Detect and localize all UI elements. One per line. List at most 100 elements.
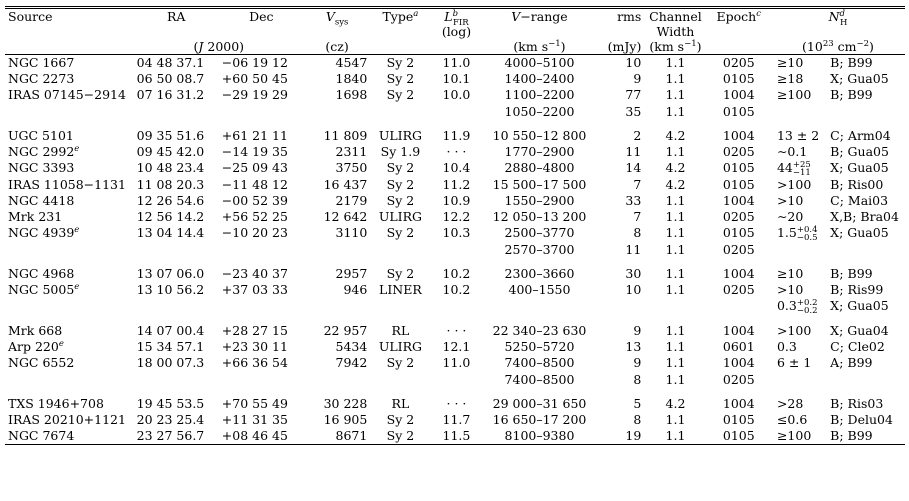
cell-v: 16 905 [323,411,368,427]
cell-ep: 1004 [722,192,755,208]
cell-dec: −23 40 37 [221,266,288,282]
cell-ep: 0205 [722,209,755,225]
cell-lfir: 12.2 [442,209,471,225]
channel-width-label: Width [656,24,695,39]
cell-rms: 10 [625,282,642,298]
cell-ref: A; B99 [830,355,873,371]
cell-src: Arp 220e [8,338,64,355]
data-table: Source RA Dec Vsys Typea LbFIR V−range r… [5,6,905,446]
cell-type: Sy 2 [386,411,415,427]
cell-ra: 07 16 31.2 [136,87,205,103]
cell-lfir [431,298,483,315]
cell-ref: C; Arm04 [830,127,891,143]
cell-lfir: 10.1 [442,71,471,87]
cell-nh: 44+25 −11 [776,159,811,178]
col-nh: NdH [770,6,905,27]
cell-rms: 2 [633,127,642,143]
cell-ep: 0205 [722,144,755,160]
cell-type [370,372,430,388]
cell-ref: B; Delu04 [830,411,893,427]
cell-src [5,104,134,120]
cell-lfir [431,242,483,258]
cell-ch: 4.2 [665,160,686,176]
cell-ref: X; Gua04 [830,322,889,338]
cell-nh: 6 ± 1 [776,355,812,371]
cell-src [5,242,134,258]
cell-lfir: 11.5 [442,428,471,444]
cell-type: RL [391,395,410,411]
col-source: Source [5,6,134,24]
cell-vr: 2500–3770 [504,225,575,241]
table-row: Mrk 668 14 07 00.4 +28 27 15 22 957 RL · · · 2… [5,323,905,339]
cell-nh: 1.5+0.4 −0.5 [776,224,818,243]
cell-ref [824,242,905,258]
cell-ra: 13 07 06.0 [136,266,205,282]
cell-dec: −00 52 39 [221,192,288,208]
cell-src: NGC 2992e [8,143,80,160]
table-row: NGC 1667 04 48 37.1 −06 19 12 4547 Sy 2 11.0 4… [5,55,905,71]
cell-vr: 1770–2900 [504,144,575,160]
cell-nh: ∼20 [776,209,804,225]
cell-type: Sy 2 [386,355,415,371]
cell-v: 22 957 [323,322,368,338]
cell-v: 30 228 [323,395,368,411]
cell-ch [644,298,706,315]
cell-type: RL [391,322,410,338]
cell-v: 11 809 [323,127,368,143]
cell-ep: 0105 [722,225,755,241]
cell-ra: 13 04 14.4 [136,225,205,241]
cell-ref: B; Gua05 [830,144,889,160]
col-ra: RA [133,6,219,24]
cell-ep: 0105 [722,71,755,87]
cell-dec: +37 03 33 [221,282,288,298]
cell-ra [134,104,219,120]
cell-dec: −29 19 29 [221,87,288,103]
cell-ep: 1004 [722,322,755,338]
cell-lfir: 11.0 [442,355,471,371]
cell-vr: 8100–9380 [504,428,575,444]
cell-lfir [431,372,483,388]
cell-nh: ∼0.1 [776,144,808,160]
cell-v [304,242,370,258]
cell-type: Sy 2 [386,192,415,208]
cell-dec: −10 20 23 [221,225,288,241]
cell-rms: 8 [633,411,642,427]
cell-src: TXS 1946+708 [8,395,104,411]
cell-src: IRAS 11058−1131 [8,176,126,192]
cell-v: 5434 [335,339,368,355]
cell-ref: X; Gua05 [830,298,889,314]
cell-ep: 0205 [722,241,755,257]
cell-v: 7942 [335,355,368,371]
cell-dec: +66 36 54 [221,355,288,371]
cell-ra [134,298,219,315]
cell-ra: 10 48 23.4 [136,160,205,176]
cell-nh: ≥18 [776,71,804,87]
cell-ch: 1.1 [665,192,686,208]
cell-lfir: 12.1 [442,339,471,355]
cell-rms: 11 [625,144,642,160]
cell-nh: ≥10 [776,55,804,70]
col-vsys: Vsys [303,6,371,27]
table-row: Arp 220e 15 34 57.1 +23 30 11 5434 ULIRG 12.1… [5,339,905,355]
cell-rms: 8 [633,371,642,387]
table-row: NGC 2273 06 50 08.7 +60 50 45 1840 Sy 2 10.1 1… [5,71,905,87]
cell-type: Sy 2 [386,225,415,241]
cell-ch: 1.1 [665,322,686,338]
cell-ra: 09 35 51.6 [136,127,205,143]
table-row: NGC 4968 13 07 06.0 −23 40 37 2957 Sy 2 10.2 2… [5,266,905,282]
cell-dec [219,372,304,388]
cell-nh: ≥100 [776,87,812,103]
table-row: NGC 5005e 13 10 56.2 +37 03 33 946 LINER 10.2… [5,282,905,298]
cell-nh: >100 [776,322,812,338]
cell-rms: 19 [625,428,642,444]
cell-dec [219,104,304,120]
cell-lfir: 11.9 [442,127,471,143]
cell-nh: >10 [776,282,804,298]
cell-dec: −06 19 12 [221,55,288,70]
cell-ch: 1.1 [665,266,686,282]
table-row: 2570–3700 11 1.1 0205 [5,242,905,258]
cell-ref: B; Ris99 [830,282,884,298]
table-row: IRAS 07145−2914 07 16 31.2 −29 19 29 1698 Sy… [5,87,905,103]
cell-rms: 9 [633,355,642,371]
cell-src: NGC 4418 [8,192,75,208]
